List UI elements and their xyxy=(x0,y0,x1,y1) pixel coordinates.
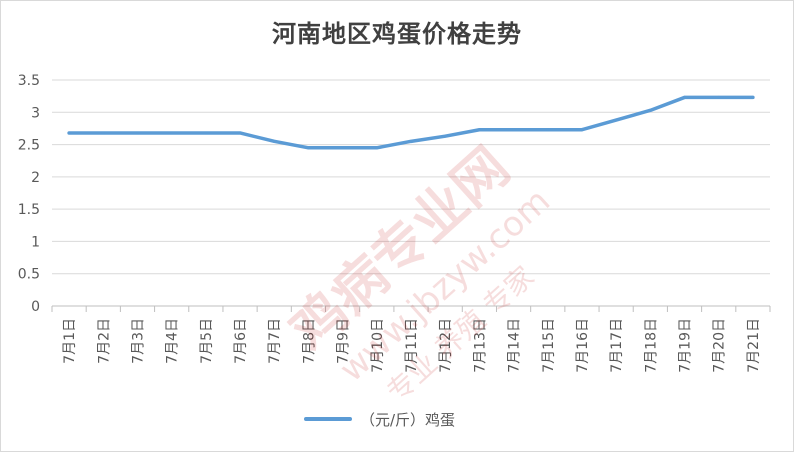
data-point xyxy=(272,139,276,143)
data-point xyxy=(204,131,208,135)
x-tick-label: 7月6日 xyxy=(233,318,249,364)
x-tick-label: 7月7日 xyxy=(267,318,283,364)
x-tick-label: 7月8日 xyxy=(301,318,317,364)
y-tick-label: 3 xyxy=(31,105,40,121)
x-tick-label: 7月13日 xyxy=(472,318,488,373)
x-tick-label: 7月1日 xyxy=(62,318,78,364)
data-point xyxy=(409,139,413,143)
x-tick-label: 7月4日 xyxy=(165,318,181,364)
data-point xyxy=(648,108,652,112)
data-point xyxy=(443,134,447,138)
x-tick-label: 7月5日 xyxy=(199,318,215,364)
x-tick-label: 7月20日 xyxy=(712,318,728,373)
x-tick-label: 7月21日 xyxy=(746,318,762,373)
x-tick-label: 7月2日 xyxy=(96,318,112,364)
x-tick-label: 7月18日 xyxy=(643,318,659,373)
x-tick-label: 7月17日 xyxy=(609,318,625,373)
data-point xyxy=(477,128,481,132)
chart-title: 河南地区鸡蛋价格走势 xyxy=(272,20,522,48)
x-tick-label: 7月19日 xyxy=(678,318,694,373)
y-tick-label: 1.5 xyxy=(18,202,40,218)
y-axis-ticks: 0 0.5 1 1.5 2 2.5 3 3.5 xyxy=(18,73,40,315)
legend: （元/斤）鸡蛋 xyxy=(304,411,455,429)
data-point xyxy=(341,146,345,150)
x-tick-label: 7月14日 xyxy=(507,318,523,373)
data-point xyxy=(683,95,687,99)
data-point xyxy=(546,128,550,132)
data-point xyxy=(614,118,618,122)
data-point xyxy=(751,95,755,99)
x-tick-label: 7月11日 xyxy=(404,318,420,373)
data-point xyxy=(238,131,242,135)
data-point xyxy=(67,131,71,135)
x-tick-label: 7月10日 xyxy=(370,318,386,373)
data-point xyxy=(170,131,174,135)
grid-lines xyxy=(52,79,770,275)
series-lines xyxy=(67,95,755,150)
y-tick-label: 3.5 xyxy=(18,73,40,89)
data-point xyxy=(580,128,584,132)
x-tick-label: 7月12日 xyxy=(438,318,454,373)
x-tick-label: 7月15日 xyxy=(541,318,557,373)
data-point xyxy=(375,146,379,150)
data-point xyxy=(135,131,139,135)
data-point xyxy=(512,128,516,132)
y-tick-label: 2 xyxy=(31,170,40,186)
x-tick-label: 7月9日 xyxy=(336,318,352,364)
y-tick-label: 1 xyxy=(31,234,40,250)
x-axis-ticks: 7月1日 7月2日 7月3日 7月4日 7月5日 7月6日 7月7日 7月8日 7月9日 7月10… xyxy=(62,318,762,373)
y-tick-label: 0.5 xyxy=(18,267,40,283)
data-point xyxy=(306,146,310,150)
y-tick-label: 2.5 xyxy=(18,138,40,154)
legend-label: （元/斤）鸡蛋 xyxy=(360,411,455,429)
data-point xyxy=(717,95,721,99)
data-point xyxy=(101,131,105,135)
x-tick-label: 7月16日 xyxy=(575,318,591,373)
x-tick-label: 7月3日 xyxy=(130,318,146,364)
y-tick-label: 0 xyxy=(31,299,40,315)
x-axis xyxy=(51,305,771,312)
